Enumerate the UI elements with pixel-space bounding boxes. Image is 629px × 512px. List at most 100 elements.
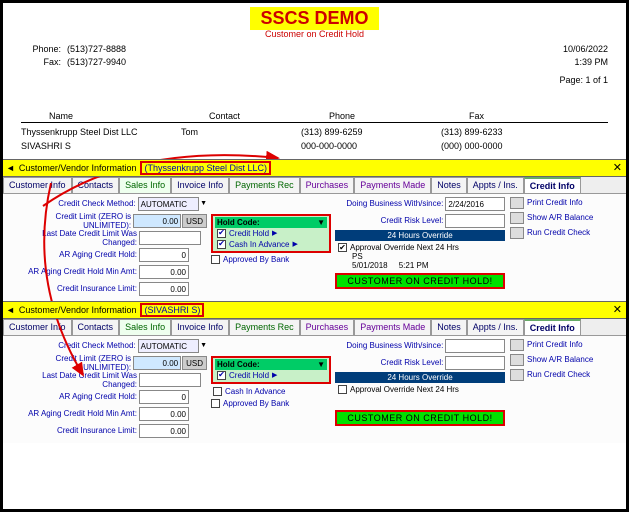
report-date: 10/06/2022 [559, 43, 608, 56]
cash-advance-checkbox[interactable]: ✔ [217, 240, 226, 249]
tab-credit-info[interactable]: Credit Info [524, 319, 581, 335]
show-ar-button[interactable]: Show A/R Balance [509, 211, 609, 225]
tab-purchases[interactable]: Purchases [300, 177, 355, 193]
fax-label: Fax: [21, 56, 61, 69]
collapse-icon[interactable]: ◄ [6, 163, 15, 173]
dropdown-icon[interactable]: ▼ [317, 218, 325, 227]
credit-risk-value[interactable] [445, 214, 505, 228]
tab-contacts[interactable]: Contacts [72, 319, 120, 335]
credit-insurance-value[interactable]: 0.00 [139, 282, 189, 296]
ar-aging-value[interactable]: 0 [139, 248, 189, 262]
print-credit-button[interactable]: Print Credit Info [509, 196, 609, 210]
tabs-1: Customer Info Contacts Sales Info Invoic… [3, 177, 626, 194]
credit-check-method-value[interactable]: AUTOMATIC [138, 339, 199, 353]
doing-business-value[interactable]: 2/24/2016 [445, 197, 505, 211]
phone-label: Phone: [21, 43, 61, 56]
last-date-value[interactable] [139, 231, 201, 245]
vendor-name-1: (Thyssenkrupp Steel Dist LLC) [140, 161, 271, 175]
credit-risk-value[interactable] [445, 356, 505, 370]
phone-value: (513)727-8888 [67, 44, 126, 54]
dropdown-icon[interactable]: ▼ [317, 360, 325, 369]
chart-icon [510, 212, 524, 224]
hold-code-box: Hold Code:▼ ✔Credit Hold▶ [211, 356, 331, 384]
override-header: 24 Hours Override [335, 230, 505, 241]
tab-payments-made[interactable]: Payments Made [354, 177, 431, 193]
credit-check-method-value[interactable]: AUTOMATIC [138, 197, 199, 211]
printer-icon [510, 339, 524, 351]
tab-sales-info[interactable]: Sales Info [119, 177, 171, 193]
tab-contacts[interactable]: Contacts [72, 177, 120, 193]
last-date-label: Last Date Credit Limit Was Changed: [7, 229, 139, 247]
fax-value: (513)727-9940 [67, 57, 126, 67]
tab-invoice-info[interactable]: Invoice Info [171, 177, 229, 193]
run-icon [510, 369, 524, 381]
tab-purchases[interactable]: Purchases [300, 319, 355, 335]
table-row: SIVASHRI S 000-000-0000 (000) 000-0000 [21, 137, 608, 151]
show-ar-button[interactable]: Show A/R Balance [509, 353, 609, 367]
run-icon [510, 227, 524, 239]
credit-limit-value[interactable]: 0.00 [133, 214, 181, 228]
app-subtitle: Customer on Credit Hold [3, 29, 626, 39]
credit-limit-label: Credit Limit (ZERO is UNLIMITED): [7, 212, 133, 230]
tab-notes[interactable]: Notes [431, 177, 467, 193]
hold-code-box: Hold Code:▼ ✔Credit Hold▶ ✔Cash In Advan… [211, 214, 331, 253]
tab-credit-info[interactable]: Credit Info [524, 177, 581, 193]
credit-hold-checkbox[interactable]: ✔ [217, 229, 226, 238]
credit-insurance-label: Credit Insurance Limit: [7, 284, 139, 293]
print-credit-button[interactable]: Print Credit Info [509, 338, 609, 352]
credit-insurance-value[interactable]: 0.00 [139, 424, 189, 438]
tab-payments-rec[interactable]: Payments Rec [229, 177, 300, 193]
override-header: 24 Hours Override [335, 372, 505, 383]
tab-customer-info[interactable]: Customer Info [3, 319, 72, 335]
table-row: Thyssenkrupp Steel Dist LLC Tom (313) 89… [21, 123, 608, 137]
ar-aging-min-value[interactable]: 0.00 [139, 407, 189, 421]
credit-hold-checkbox[interactable]: ✔ [217, 371, 226, 380]
cash-advance-checkbox[interactable] [213, 387, 222, 396]
tab-payments-rec[interactable]: Payments Rec [229, 319, 300, 335]
tab-appts[interactable]: Appts / Ins. [467, 319, 524, 335]
app-title: SSCS DEMO [250, 7, 378, 30]
col-fax: Fax [441, 111, 581, 121]
vendor-name-2: (SIVASHRI S) [140, 303, 204, 317]
tabs-2: Customer Info Contacts Sales Info Invoic… [3, 319, 626, 336]
section-bar-2: ◄ Customer/Vendor Information (SIVASHRI … [3, 301, 626, 319]
approved-by-bank-checkbox[interactable] [211, 399, 220, 408]
ar-aging-label: AR Aging Credit Hold: [7, 250, 139, 259]
table-header: Name Contact Phone Fax [21, 111, 608, 123]
ar-aging-min-label: AR Aging Credit Hold Min Amt: [7, 267, 139, 276]
section-label: Customer/Vendor Information [19, 305, 137, 315]
ar-aging-value[interactable]: 0 [139, 390, 189, 404]
override-checkbox[interactable]: ✔ [338, 243, 347, 252]
usd-button[interactable]: USD [182, 214, 207, 228]
col-phone: Phone [301, 111, 441, 121]
tab-sales-info[interactable]: Sales Info [119, 319, 171, 335]
credit-hold-status: CUSTOMER ON CREDIT HOLD! [335, 273, 505, 289]
run-credit-button[interactable]: Run Credit Check [509, 226, 609, 240]
section-bar-1: ◄ Customer/Vendor Information (Thyssenkr… [3, 159, 626, 177]
hold-code-label: Hold Code: [217, 218, 260, 227]
override-checkbox[interactable] [338, 385, 347, 394]
approved-by-bank-checkbox[interactable] [211, 255, 220, 264]
ar-aging-min-value[interactable]: 0.00 [139, 265, 189, 279]
credit-check-method-label: Credit Check Method: [7, 199, 138, 208]
printer-icon [510, 197, 524, 209]
tab-appts[interactable]: Appts / Ins. [467, 177, 524, 193]
collapse-icon[interactable]: ◄ [6, 305, 15, 315]
credit-panel-2: Credit Check Method:AUTOMATIC▼ Credit Li… [3, 336, 626, 443]
run-credit-button[interactable]: Run Credit Check [509, 368, 609, 382]
doing-business-value[interactable] [445, 339, 505, 353]
close-icon[interactable]: ✕ [613, 303, 622, 316]
col-contact: Contact [181, 111, 301, 121]
credit-hold-status: CUSTOMER ON CREDIT HOLD! [335, 410, 505, 426]
close-icon[interactable]: ✕ [613, 161, 622, 174]
usd-button[interactable]: USD [182, 356, 207, 370]
col-name: Name [21, 111, 181, 121]
last-date-value[interactable] [139, 373, 201, 387]
chart-icon [510, 354, 524, 366]
tab-customer-info[interactable]: Customer Info [3, 177, 72, 193]
tab-payments-made[interactable]: Payments Made [354, 319, 431, 335]
tab-notes[interactable]: Notes [431, 319, 467, 335]
credit-limit-value[interactable]: 0.00 [133, 356, 181, 370]
tab-invoice-info[interactable]: Invoice Info [171, 319, 229, 335]
page-number: Page: 1 of 1 [559, 74, 608, 87]
